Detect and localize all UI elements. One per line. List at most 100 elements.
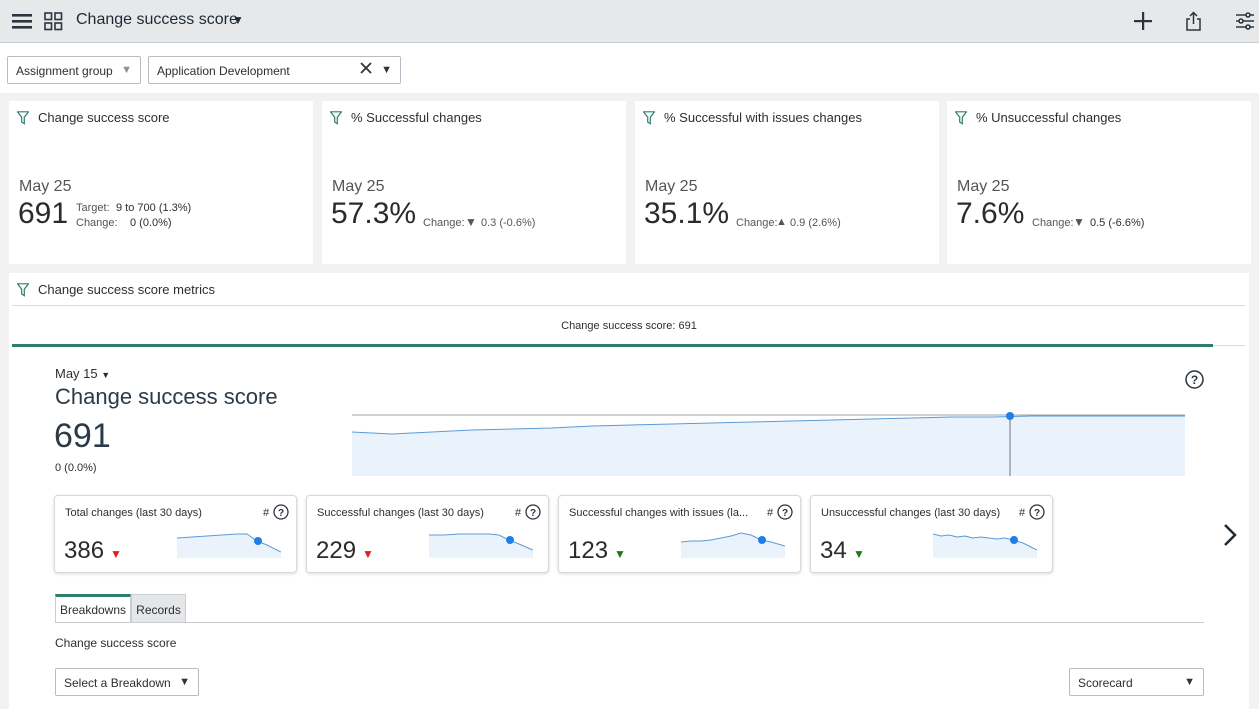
kpi-target-value: 9 to 700 (1.3%) — [116, 202, 192, 214]
title-dropdown-icon[interactable]: ▼ — [232, 13, 244, 27]
metric-card-value: 229 — [316, 537, 357, 564]
kpi-change-label: Change: — [423, 217, 465, 229]
view-select[interactable]: Scorecard ▼ — [1069, 668, 1204, 696]
count-unit-label: # — [1019, 507, 1026, 519]
filter-icon — [17, 110, 29, 125]
trend-area — [352, 416, 1185, 476]
kpi-change-value: 0.3 (-0.6%) — [481, 217, 536, 229]
kpi-title: Change success score — [38, 110, 170, 125]
metric-card-value: 386 — [64, 537, 105, 564]
svg-text:?: ? — [530, 508, 536, 519]
trend-down-icon: ▼ — [614, 547, 626, 561]
date-selector[interactable]: May 15 ▼ — [55, 366, 111, 381]
sliders-icon[interactable] — [1235, 11, 1255, 31]
metric-sparkline — [933, 533, 1037, 558]
count-unit-label: # — [767, 507, 774, 519]
trend-up-icon: ▲ — [776, 216, 787, 228]
filter-icon — [17, 282, 29, 297]
metric-card-title: Successful changes (last 30 days) — [317, 507, 484, 519]
trend-down-icon: ▼ — [110, 547, 122, 561]
top-bar: Change success score ▼ — [0, 0, 1259, 43]
chevron-down-icon: ▼ — [1184, 676, 1195, 688]
svg-text:?: ? — [1034, 508, 1040, 519]
kpi-change-value: 0.9 (2.6%) — [790, 217, 841, 229]
kpi-target-label: Target: — [76, 202, 110, 214]
grid-icon[interactable] — [44, 12, 63, 31]
share-icon[interactable] — [1185, 11, 1202, 31]
score-change: 0 (0.0%) — [55, 462, 97, 474]
assignment-group-label: Assignment group — [16, 64, 113, 78]
kpi-card-successful-with-issues[interactable]: % Successful with issues changes May 25 … — [635, 101, 939, 264]
kpi-value: 35.1% — [644, 197, 730, 230]
kpi-date: May 25 — [645, 178, 698, 195]
trend-down-icon: ▼ — [362, 547, 374, 561]
breakdown-select[interactable]: Select a Breakdown ▼ — [55, 668, 199, 696]
kpi-change-label: Change: — [76, 217, 118, 229]
divider — [1213, 345, 1245, 346]
kpi-card-change-success-score[interactable]: Change success score May 25 691 Target: … — [9, 101, 313, 264]
trend-line — [352, 415, 1185, 435]
kpi-value: 691 — [18, 197, 69, 230]
help-icon[interactable]: ? — [273, 504, 289, 525]
filter-bar: Assignment group ▼ Application Developme… — [0, 43, 1259, 93]
kpi-card-unsuccessful-changes[interactable]: % Unsuccessful changes May 25 7.6% Chang… — [947, 101, 1251, 264]
page-title[interactable]: Change success score — [76, 11, 238, 28]
trend-down-icon: ▼ — [465, 215, 477, 229]
help-icon[interactable]: ? — [1029, 504, 1045, 525]
kpi-card-successful-changes[interactable]: % Successful changes May 25 57.3% Change… — [322, 101, 626, 264]
metric-card-successful-with-issues[interactable]: Successful changes with issues (la... # … — [558, 495, 801, 573]
filter-icon — [330, 110, 342, 125]
kpi-change-value: 0.5 (-6.6%) — [1090, 217, 1145, 229]
kpi-change-value: 0 (0.0%) — [130, 217, 172, 229]
metric-sparkline — [429, 533, 533, 558]
score-title: Change success score — [55, 384, 278, 409]
trend-down-icon: ▼ — [853, 547, 865, 561]
metric-card-title: Successful changes with issues (la... — [569, 507, 749, 519]
help-icon[interactable]: ? — [777, 504, 793, 525]
assignment-group-value: Application Development — [157, 64, 290, 78]
help-icon[interactable]: ? — [1185, 370, 1204, 394]
divider — [12, 305, 1245, 306]
metric-card-value: 123 — [568, 537, 609, 564]
help-icon[interactable]: ? — [525, 504, 541, 525]
metric-card-title: Unsuccessful changes (last 30 days) — [821, 507, 1001, 519]
hamburger-menu-icon[interactable] — [12, 12, 32, 30]
chevron-right-icon[interactable] — [1223, 523, 1237, 552]
svg-text:?: ? — [1191, 373, 1198, 387]
indicator-tab[interactable]: Change success score: 691 — [561, 320, 697, 332]
filter-icon — [955, 110, 967, 125]
tab-breakdowns[interactable]: Breakdowns — [55, 594, 131, 623]
chevron-down-icon: ▼ — [179, 676, 190, 688]
metric-card-unsuccessful-changes[interactable]: Unsuccessful changes (last 30 days) # ? … — [810, 495, 1053, 573]
svg-text:?: ? — [782, 508, 788, 519]
close-icon[interactable] — [360, 62, 372, 77]
metric-sparkline — [177, 533, 281, 558]
score-trend-chart[interactable] — [352, 408, 1185, 476]
selected-date-marker[interactable] — [1006, 412, 1014, 420]
plus-icon[interactable] — [1133, 11, 1153, 31]
active-tab-underline — [12, 344, 1213, 347]
kpi-value: 57.3% — [331, 197, 417, 230]
chevron-down-icon[interactable]: ▼ — [381, 64, 392, 76]
tab-records[interactable]: Records — [131, 594, 186, 623]
metric-card-title: Total changes (last 30 days) — [65, 507, 202, 519]
assignment-group-value-select[interactable]: Application Development ▼ — [148, 56, 401, 84]
filter-icon — [643, 110, 655, 125]
metrics-panel: Change success score metrics Change succ… — [9, 273, 1249, 709]
count-unit-label: # — [515, 507, 522, 519]
metric-card-total-changes[interactable]: Total changes (last 30 days) # ? 386 ▼ — [54, 495, 297, 573]
kpi-date: May 25 — [332, 178, 385, 195]
kpi-title: % Unsuccessful changes — [976, 110, 1122, 125]
metric-sparkline — [681, 532, 785, 558]
assignment-group-select[interactable]: Assignment group ▼ — [7, 56, 141, 84]
score-value: 691 — [54, 417, 111, 455]
kpi-value: 7.6% — [956, 197, 1025, 230]
caret-down-icon: ▼ — [101, 370, 111, 380]
metric-card-successful-changes[interactable]: Successful changes (last 30 days) # ? 22… — [306, 495, 549, 573]
count-unit-label: # — [263, 507, 270, 519]
kpi-change-label: Change: — [736, 217, 778, 229]
kpi-date: May 25 — [19, 178, 72, 195]
metrics-title: Change success score metrics — [38, 282, 216, 297]
svg-text:?: ? — [278, 508, 284, 519]
view-select-value: Scorecard — [1078, 676, 1133, 690]
